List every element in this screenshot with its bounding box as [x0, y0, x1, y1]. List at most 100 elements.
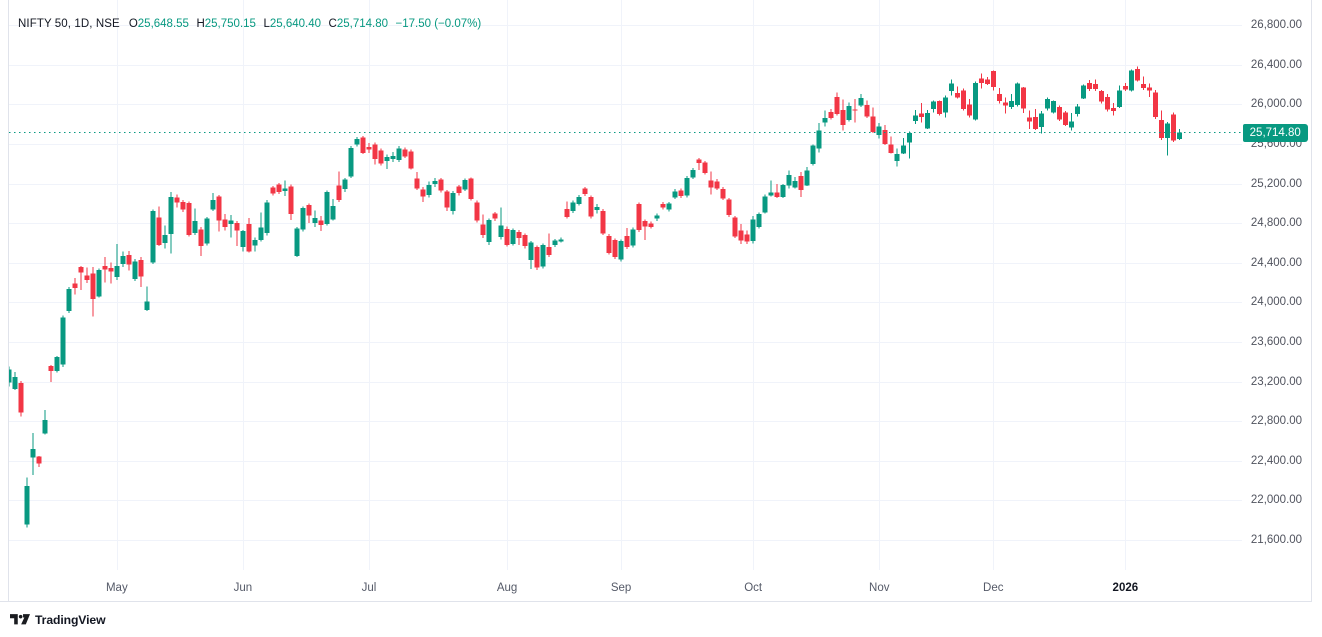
candle [948, 79, 954, 96]
candle-body [60, 317, 66, 365]
candle-wick [1070, 112, 1072, 131]
candle [678, 188, 684, 198]
candle-body [246, 224, 252, 252]
candle [888, 136, 894, 154]
candle [486, 218, 492, 245]
legend-close: C25,714.80 [329, 17, 388, 32]
legend: NIFTY 50, 1D, NSE O25,648.55 H25,750.15 … [18, 17, 481, 32]
candle [576, 194, 582, 206]
candle [300, 206, 306, 232]
candle-body [180, 202, 186, 210]
candle-body [1140, 84, 1146, 88]
candle [462, 178, 468, 192]
time-axis-label-jul: Jul [361, 582, 377, 594]
candle [732, 216, 738, 238]
candle-body [888, 144, 894, 153]
candle [438, 178, 444, 193]
candle [900, 137, 906, 154]
candle-wick [110, 262, 112, 284]
tradingview-attribution[interactable]: TradingView [10, 613, 106, 627]
close-value: 25,714.80 [336, 18, 388, 30]
candle-body [864, 104, 870, 117]
candle [240, 230, 246, 252]
candle-body [408, 151, 414, 169]
candle-body [366, 146, 372, 150]
candle [180, 200, 186, 213]
candle-body [264, 202, 270, 234]
candle-body [846, 105, 852, 121]
candle-body [390, 155, 396, 160]
candle-body [600, 210, 606, 234]
high-label: H [196, 18, 205, 30]
symbol-title[interactable]: NIFTY 50, 1D, NSE [18, 18, 120, 30]
candle-body [504, 228, 510, 245]
candle-body [966, 104, 972, 116]
candle [1134, 66, 1140, 82]
candle-body [228, 220, 234, 225]
candles-series [9, 66, 1182, 528]
candle [312, 210, 318, 227]
candle-body [162, 234, 168, 243]
candle-body [150, 210, 156, 263]
candle-body [666, 203, 672, 210]
candle [378, 148, 384, 166]
candle [588, 195, 594, 219]
candle [450, 191, 456, 215]
time-axis[interactable]: May Jun Jul Aug Sep Oct Nov Dec 2026 [0, 570, 1242, 601]
candle-body [774, 192, 780, 198]
candle [402, 147, 408, 159]
candle-wick [770, 180, 772, 197]
candle [480, 214, 486, 238]
candle-body [204, 218, 210, 244]
candle-body [840, 110, 846, 125]
candle-body [318, 220, 324, 226]
candle-body [1050, 101, 1056, 113]
candle-body [756, 213, 762, 228]
candle [228, 215, 234, 238]
candle-body [1098, 90, 1104, 102]
candle-body [1068, 121, 1074, 128]
candle-body [558, 239, 564, 242]
price-axis[interactable]: 26,800.00 26,400.00 26,000.00 25,600.00 25,2… [1242, 0, 1311, 601]
candle [264, 200, 270, 236]
candle-body [96, 270, 102, 297]
candle [912, 110, 918, 124]
candle-body [234, 222, 240, 231]
candle [414, 171, 420, 191]
candle-body [192, 220, 198, 234]
candle-body [288, 186, 294, 214]
open-label: O [128, 18, 138, 30]
candle-body [66, 288, 72, 311]
candle [120, 251, 126, 267]
candle-body [768, 192, 774, 196]
candle [870, 107, 876, 134]
candle-body [708, 180, 714, 188]
candle-body [1122, 86, 1128, 90]
candle [420, 187, 426, 203]
candle-body [72, 283, 78, 288]
candle [204, 216, 210, 246]
candle [1050, 100, 1056, 114]
candle [522, 233, 528, 249]
candle-body [810, 145, 816, 165]
candle-body [9, 369, 12, 383]
candle-body [576, 197, 582, 204]
candle [456, 184, 462, 196]
candle [828, 108, 834, 120]
candle-wick [1166, 121, 1168, 156]
candle [978, 73, 984, 89]
candle [78, 265, 84, 291]
candle [222, 214, 228, 231]
candle-body [900, 145, 906, 154]
time-axis-label-may: May [105, 582, 128, 594]
candle [258, 212, 264, 242]
candle-body [690, 169, 696, 178]
candle-body [498, 225, 504, 237]
candle [210, 193, 216, 212]
tradingview-logo-icon [10, 614, 30, 625]
candle-body [798, 175, 804, 191]
candle-body [1158, 119, 1164, 138]
price-axis-label: 22,800.00 [1250, 415, 1303, 428]
grid [9, 0, 1242, 570]
